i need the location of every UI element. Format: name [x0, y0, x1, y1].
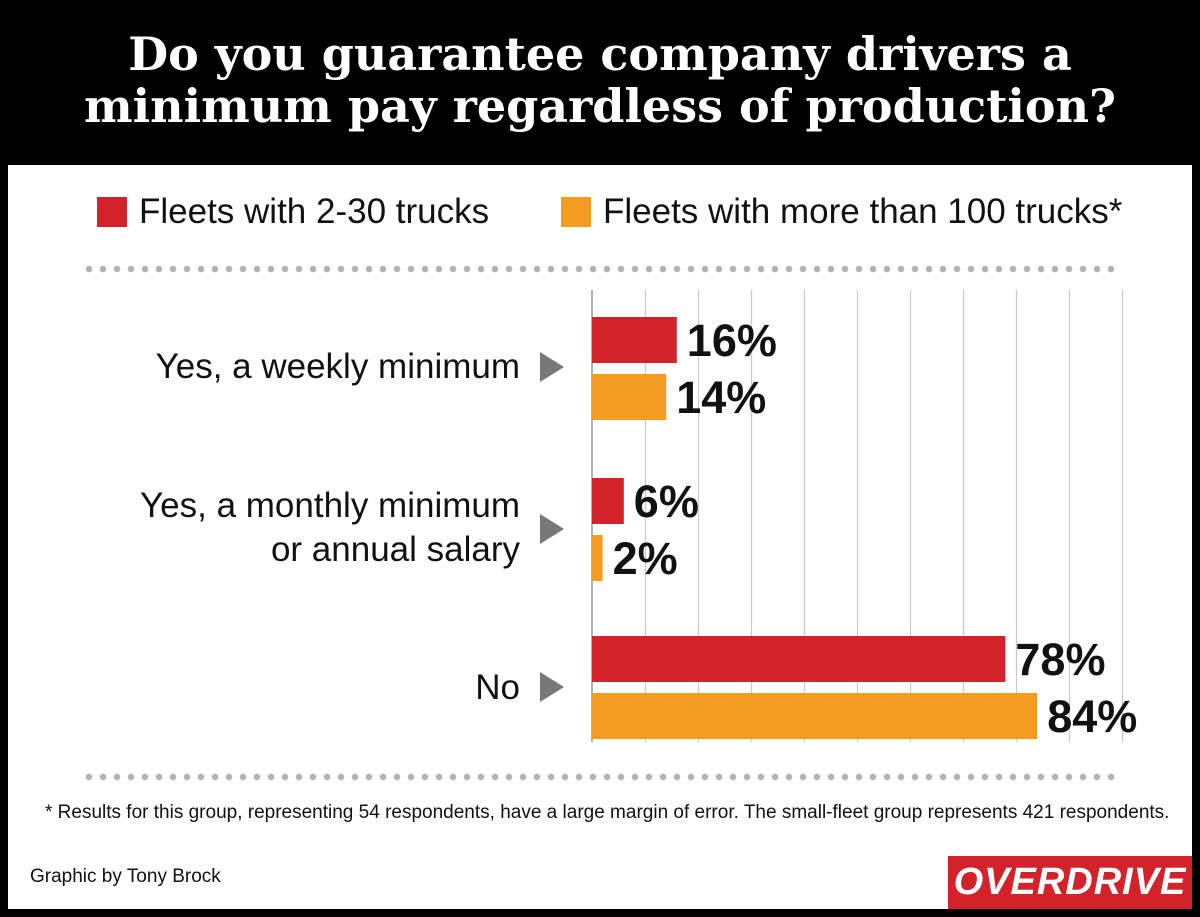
data-label-series-1-2: 78% — [1015, 634, 1105, 685]
chart-title-line-2: minimum pay regardless of production? — [84, 79, 1116, 133]
dotted-divider-top — [82, 265, 1116, 273]
data-label-series-2-0: 14% — [676, 372, 766, 423]
arrow-right-icon — [540, 514, 564, 544]
graphic-credit: Graphic by Tony Brock — [30, 866, 221, 887]
data-label-series-2-1: 2% — [613, 533, 678, 584]
category-label-monthly: Yes, a monthly minimum or annual salary — [140, 484, 520, 572]
legend-label-series-1: Fleets with 2-30 trucks — [139, 192, 490, 231]
category-label-weekly-line-1: Yes, a weekly minimum — [155, 347, 520, 386]
bar-series-2-1 — [592, 535, 603, 581]
data-label-series-2-2: 84% — [1047, 691, 1137, 742]
chart-title-line-1: Do you guarantee company drivers a — [128, 27, 1072, 81]
category-label-monthly-line-1: Yes, a monthly minimum — [140, 486, 520, 525]
overdrive-logo: OVERDRIVE — [948, 856, 1192, 909]
arrow-right-icon — [540, 352, 564, 382]
legend-swatch-series-2 — [561, 197, 591, 227]
legend-item-series-2: Fleets with more than 100 trucks* — [561, 192, 1122, 232]
bar-series-2-2 — [592, 693, 1038, 739]
category-label-no-line-1: No — [475, 668, 520, 707]
legend-item-series-1: Fleets with 2-30 trucks — [97, 192, 489, 232]
category-label-no: No — [475, 666, 520, 710]
bar-series-1-2 — [592, 636, 1006, 682]
legend-label-series-2: Fleets with more than 100 trucks* — [603, 192, 1123, 231]
title-bar: Do you guarantee company drivers a minim… — [0, 0, 1200, 165]
dotted-divider-bottom — [82, 773, 1116, 781]
bar-series-2-0 — [592, 374, 667, 420]
footnote: * Results for this group, representing 5… — [45, 802, 1170, 823]
category-label-weekly: Yes, a weekly minimum — [156, 345, 520, 389]
legend: Fleets with 2-30 trucks Fleets with more… — [0, 192, 1200, 232]
data-label-series-1-0: 16% — [687, 315, 777, 366]
bar-series-1-0 — [592, 317, 677, 363]
arrow-right-icon — [540, 672, 564, 702]
data-label-series-1-1: 6% — [634, 476, 699, 527]
category-label-monthly-line-2: or annual salary — [270, 530, 520, 569]
bar-series-1-1 — [592, 478, 624, 524]
legend-swatch-series-1 — [97, 197, 127, 227]
